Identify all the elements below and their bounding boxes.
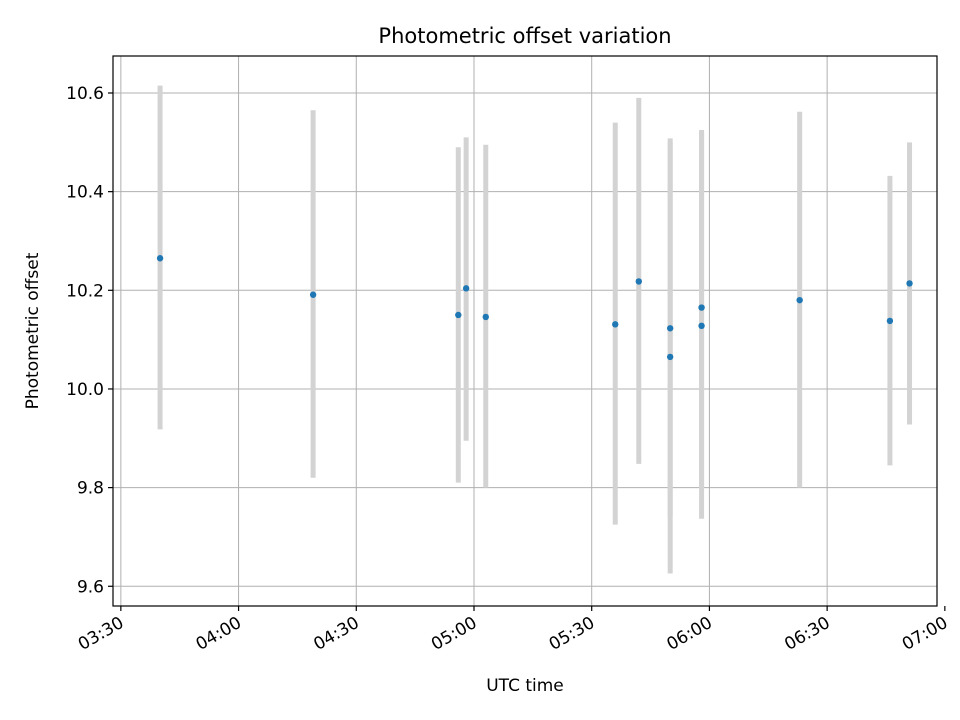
y-tick-label: 10.0 xyxy=(66,380,104,400)
x-tick-label: 04:00 xyxy=(193,613,245,655)
y-tick-label: 10.4 xyxy=(66,183,104,203)
y-tick-label: 10.2 xyxy=(66,281,104,301)
data-point xyxy=(906,280,913,287)
data-point xyxy=(612,321,619,328)
chart-title: Photometric offset variation xyxy=(378,24,671,48)
data-point xyxy=(886,317,894,325)
y-tick-label: 9.8 xyxy=(77,479,104,499)
x-tick-label: 07:00 xyxy=(899,613,951,655)
data-point xyxy=(796,296,803,304)
data-point xyxy=(482,313,489,321)
data-point xyxy=(698,304,705,311)
x-axis-label: UTC time xyxy=(486,676,564,696)
data-points xyxy=(156,255,913,361)
x-tick-label: 06:30 xyxy=(781,613,833,655)
x-tick-label: 04:30 xyxy=(310,613,362,655)
grid xyxy=(113,56,937,606)
data-point xyxy=(455,311,462,319)
axis-ticks: 9.6 9.8 10.0 10.2 10.4 10.6 03:30 04:00 04:30 05:… xyxy=(66,84,951,655)
y-axis-label: Photometric offset xyxy=(23,252,43,409)
y-tick-label: 9.6 xyxy=(77,577,104,597)
x-tick-label: 05:00 xyxy=(428,613,480,655)
data-point xyxy=(309,291,317,298)
data-point xyxy=(462,285,470,292)
data-point xyxy=(666,353,674,361)
x-tick-label: 06:00 xyxy=(663,613,715,655)
data-point xyxy=(635,278,642,285)
error-bars xyxy=(157,85,913,574)
y-tick-label: 10.6 xyxy=(66,84,104,104)
plot-frame xyxy=(112,55,938,607)
data-point xyxy=(156,255,164,262)
data-point xyxy=(698,322,705,330)
x-tick-label: 05:30 xyxy=(546,613,598,655)
x-tick-label: 03:30 xyxy=(75,613,127,655)
data-point xyxy=(666,325,674,332)
